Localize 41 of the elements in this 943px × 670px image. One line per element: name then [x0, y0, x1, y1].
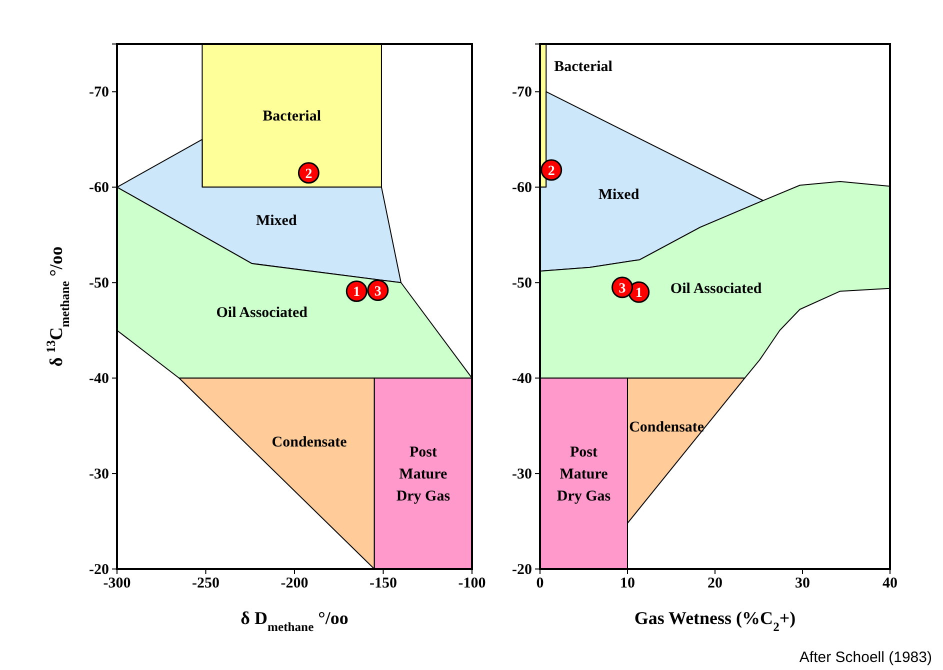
annotation: 1: [635, 286, 642, 302]
series-label: Condensate: [272, 434, 348, 451]
series-label: Post Mature Dry Gas: [556, 444, 611, 505]
series-label: Bacterial: [262, 108, 321, 125]
x-tick-label: 30: [795, 576, 810, 592]
series-label: Oil Associated: [670, 281, 762, 298]
series-label: Mixed: [256, 212, 298, 229]
x-tick-label: 40: [882, 576, 898, 592]
x-axis-title: δ D$_{methane}$ °/oo: [240, 608, 348, 634]
x-tick-label: -200: [280, 576, 308, 592]
annotation: 2: [548, 164, 555, 179]
y-tick-label: -40: [89, 370, 109, 387]
x-tick-label: -100: [458, 576, 486, 592]
y-tick-label: -20: [512, 562, 532, 578]
y-tick-label: -60: [512, 180, 532, 196]
annotation: 2: [305, 166, 312, 182]
x-tick-label: 0: [536, 576, 544, 592]
x-tick-label: 20: [708, 576, 722, 592]
y-tick-label: -70: [89, 84, 109, 101]
y-tick-label: -50: [512, 275, 532, 292]
annotation: 3: [618, 281, 626, 296]
text: After Schoell (1983): [799, 649, 932, 666]
annotation: 1: [353, 285, 360, 300]
x-tick-label: 10: [620, 576, 635, 592]
y-tick-label: -20: [89, 562, 109, 578]
x-tick-label: -150: [370, 576, 397, 592]
y-tick-label: -70: [512, 84, 532, 101]
annotation: 3: [374, 284, 382, 300]
x-axis-title: Gas Wetness (%C$_{2}$+): [634, 608, 796, 634]
x-tick-label: -300: [103, 576, 131, 592]
y-tick-label: -30: [512, 466, 532, 482]
y-tick-label: -60: [89, 180, 109, 196]
x-tick-label: -250: [192, 576, 220, 592]
series-label: Condensate: [629, 419, 704, 436]
y-tick-label: -50: [89, 275, 109, 292]
y-tick-label: -30: [89, 466, 109, 482]
series-label: Oil Associated: [216, 305, 308, 322]
y-tick-label: -40: [512, 370, 532, 387]
series-label: Mixed: [598, 186, 640, 203]
series-label: Post Mature Dry Gas: [396, 444, 450, 505]
series-label: Bacterial: [554, 59, 612, 75]
